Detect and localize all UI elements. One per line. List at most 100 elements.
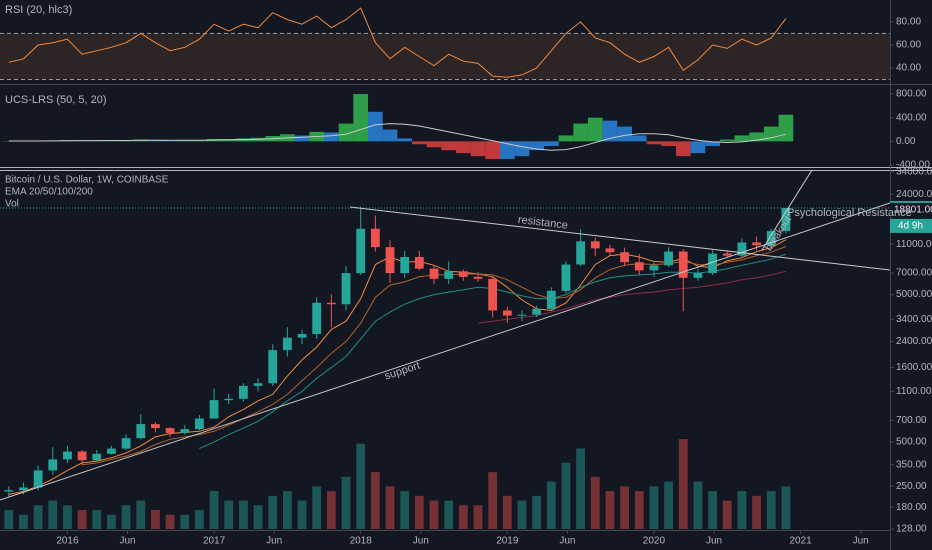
candle-body: [165, 428, 175, 433]
volume-bar: [268, 495, 278, 529]
candle-body: [33, 470, 43, 488]
candle-body: [414, 257, 424, 269]
volume-bar: [708, 491, 717, 529]
volume-bar: [282, 491, 292, 529]
volume-bar: [678, 439, 688, 529]
candle-body: [92, 453, 102, 461]
candle-body: [561, 264, 571, 291]
candle-body: [664, 251, 673, 266]
volume-bar: [664, 481, 673, 529]
histogram-bar: [368, 111, 383, 142]
histogram-bar: [675, 141, 691, 157]
volume-bar: [414, 495, 424, 529]
rsi-line: [8, 7, 787, 78]
y-tick-label: 24000.00: [896, 189, 932, 200]
histogram-bar: [426, 141, 442, 148]
volume-bar: [766, 491, 776, 529]
histogram-bar: [397, 138, 413, 142]
candle-body: [4, 490, 14, 492]
volume-bar: [561, 462, 571, 529]
volume-bar: [546, 481, 556, 529]
y-tick-label: 1600.00: [896, 362, 932, 373]
candle-body: [429, 268, 439, 279]
volume-bar: [576, 448, 586, 529]
histogram-bar: [558, 135, 574, 142]
x-tick-label: Jun: [853, 536, 869, 547]
candle-body: [253, 383, 263, 386]
volume-bar: [370, 472, 380, 529]
candle-body: [488, 278, 498, 311]
y-tick-label: 0.00: [896, 136, 916, 147]
volume-bar: [165, 514, 175, 529]
candle-body: [268, 350, 278, 384]
volume-bar: [400, 491, 410, 529]
histogram-bar: [778, 114, 794, 142]
volume-bar: [590, 476, 600, 529]
y-tick-label: 800.00: [896, 89, 927, 100]
histogram-bar: [573, 123, 588, 142]
ema-line: [477, 270, 787, 324]
y-tick-label: 500.00: [896, 436, 927, 447]
candle-body: [502, 310, 512, 316]
candle-body: [400, 257, 410, 274]
candle-body: [297, 334, 307, 338]
candle-body: [605, 248, 615, 253]
annotation: resistance: [517, 214, 568, 232]
histogram-bar: [485, 141, 500, 160]
candle-body: [766, 231, 776, 246]
histogram-bar: [441, 141, 456, 151]
histogram-bar: [514, 141, 530, 157]
y-tick-label: 700.00: [896, 415, 927, 426]
candle-body: [737, 242, 747, 256]
candle-body: [312, 302, 322, 335]
volume-bar: [752, 495, 761, 529]
volume-bar: [297, 500, 307, 529]
volume-bar: [693, 481, 703, 529]
candle-body: [63, 451, 72, 460]
y-tick-label: 128.00: [896, 524, 927, 535]
candle-body: [458, 271, 468, 277]
volume-bar: [385, 486, 395, 529]
x-tick-label: 2016: [56, 536, 79, 547]
histogram-bar: [719, 139, 735, 142]
candle-body: [649, 265, 659, 271]
candle-body: [370, 228, 380, 248]
histogram-bar: [543, 141, 559, 147]
candle-body: [180, 429, 190, 433]
candle-body: [282, 337, 292, 351]
candle-body: [356, 228, 366, 274]
volume-bar: [444, 500, 454, 529]
volume-bar: [238, 500, 248, 529]
y-tick-label: 80.00: [896, 17, 921, 28]
countdown-label: 4d 9h: [898, 221, 923, 232]
candle-body: [693, 273, 703, 278]
candle-body: [77, 451, 87, 461]
histogram-bar: [661, 141, 676, 147]
candle-body: [136, 424, 146, 439]
histogram-bar: [412, 141, 427, 145]
support-line: [0, 202, 891, 501]
candle-body: [678, 251, 688, 278]
candle-body: [473, 276, 483, 279]
volume-bar: [209, 491, 219, 529]
volume-bar: [649, 486, 659, 529]
volume-bar: [224, 500, 234, 529]
volume-bar: [48, 500, 58, 529]
volume-bar: [737, 491, 747, 529]
candle-body: [224, 398, 234, 401]
x-tick-label: 2020: [643, 536, 666, 547]
candle-body: [107, 448, 116, 454]
volume-bar: [532, 495, 542, 529]
histogram-bar: [749, 132, 764, 142]
volume-bar: [136, 500, 146, 529]
chart-subtitle: EMA 20/50/100/200: [5, 187, 93, 198]
histogram-bar: [177, 140, 193, 142]
volume-bar: [92, 510, 102, 529]
volume-bar: [517, 500, 527, 529]
y-tick-label: 5000.00: [896, 289, 932, 300]
y-tick-label: 400.00: [896, 112, 927, 123]
y-tick-label: 3400.00: [896, 314, 932, 325]
histogram-bar: [705, 141, 720, 147]
y-tick-label: 11000.00: [896, 239, 932, 250]
candle-body: [48, 459, 58, 471]
